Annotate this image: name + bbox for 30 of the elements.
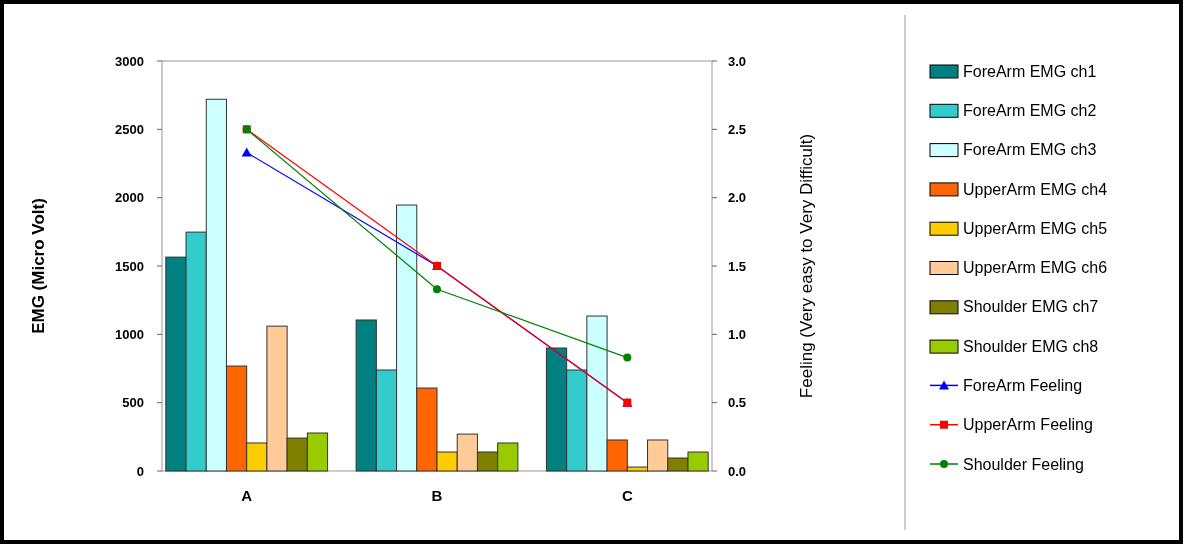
y2-tick-label: 1.0 xyxy=(728,326,747,342)
y2-tick-label: 3.0 xyxy=(728,53,747,69)
y2-tick-label: 2.5 xyxy=(728,121,747,137)
legend-label: Shoulder EMG ch8 xyxy=(963,337,1099,355)
x-tick-label: A xyxy=(241,487,253,504)
y2-tick-label: 2.0 xyxy=(728,190,747,206)
x-tick-label: C xyxy=(621,487,633,504)
legend-label: Shoulder EMG ch7 xyxy=(963,298,1099,316)
legend-label: ForeArm Feeling xyxy=(963,377,1083,394)
legend-label: UpperArm EMG ch5 xyxy=(963,219,1108,237)
y2-axis-title: Feeling (Very easy to Very Difficult) xyxy=(797,133,816,399)
y-tick-label: 500 xyxy=(122,395,144,411)
legend-label: ForeArm EMG ch3 xyxy=(963,141,1097,159)
y-tick-label: 2000 xyxy=(115,190,144,206)
legend-label: UpperArm EMG ch6 xyxy=(963,259,1108,277)
y2-tick-label: 0.0 xyxy=(728,463,747,479)
legend-label: UpperArm EMG ch4 xyxy=(963,180,1108,198)
x-tick-label: B xyxy=(431,487,443,504)
y-axis-title: EMG (Micro Volt) xyxy=(29,198,48,334)
y-tick-label: 0 xyxy=(136,463,144,479)
legend-label: UpperArm Feeling xyxy=(963,416,1093,434)
legend-label: ForeArm EMG ch2 xyxy=(963,101,1097,119)
y-tick-label: 2500 xyxy=(115,121,144,137)
legend-label: ForeArm EMG ch1 xyxy=(963,62,1097,80)
y2-tick-label: 1.5 xyxy=(728,258,747,274)
y-tick-label: 3000 xyxy=(115,53,144,69)
y-tick-label: 1000 xyxy=(115,326,144,342)
legend-label: Shoulder Feeling xyxy=(963,455,1084,473)
y-tick-label: 1500 xyxy=(115,258,144,274)
y2-tick-label: 0.5 xyxy=(728,395,747,411)
